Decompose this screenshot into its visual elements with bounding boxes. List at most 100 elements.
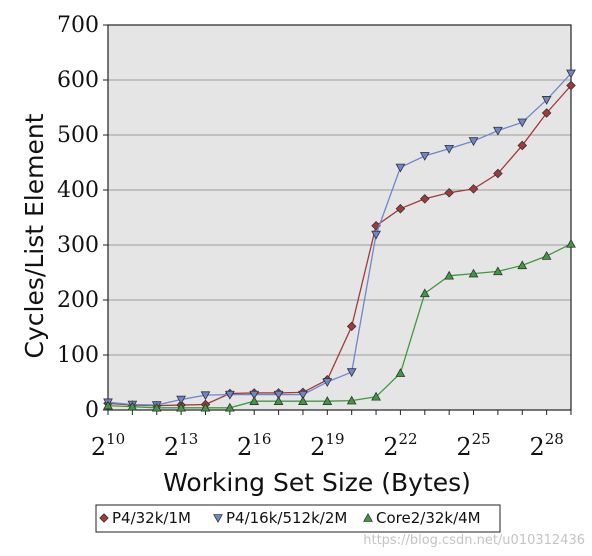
x-tick-label: 210 xyxy=(91,430,125,461)
data-point xyxy=(103,400,113,410)
x-tick-label: 219 xyxy=(310,430,344,461)
y-tick-label: 600 xyxy=(57,68,99,93)
data-point xyxy=(346,321,357,332)
series-group xyxy=(103,69,576,412)
data-point xyxy=(200,402,211,412)
x-tick-label: 216 xyxy=(237,430,271,461)
x-tick-base: 2 xyxy=(91,433,106,461)
plot-frame xyxy=(107,24,572,411)
data-point xyxy=(322,378,333,387)
watermark: https://blog.csdn.net/u010312436 xyxy=(363,533,585,548)
data-point xyxy=(541,250,552,260)
x-tick-base: 2 xyxy=(529,433,544,461)
data-point xyxy=(395,203,406,214)
y-tick-label: 200 xyxy=(57,288,99,313)
x-tick-exponent: 25 xyxy=(472,430,491,448)
data-point xyxy=(419,152,430,161)
legend-item: P4/32k/1M xyxy=(99,509,191,527)
y-axis-ticks: 0 100 200 300 400 500 600 700 xyxy=(57,13,108,423)
x-tick-label: 213 xyxy=(164,430,198,461)
data-point xyxy=(420,194,430,204)
data-point xyxy=(566,238,576,248)
series-line xyxy=(107,72,572,406)
data-point xyxy=(151,402,162,412)
legend-label: Core2/32k/4M xyxy=(376,509,481,527)
legend-marker xyxy=(363,512,373,522)
x-axis-label: Working Set Size (Bytes) xyxy=(163,468,471,497)
legend-item: Core2/32k/4M xyxy=(363,509,481,527)
data-point xyxy=(249,396,260,405)
x-tick-label: 222 xyxy=(383,430,417,461)
y-tick-label: 700 xyxy=(57,13,99,38)
data-point xyxy=(224,402,235,412)
data-point xyxy=(444,144,455,154)
y-tick-label: 100 xyxy=(57,343,99,368)
data-point xyxy=(249,390,260,400)
data-point xyxy=(517,260,528,270)
legend-box xyxy=(95,504,501,533)
x-tick-exponent: 19 xyxy=(325,430,344,448)
legend-label: P4/32k/1M xyxy=(112,509,191,527)
grid-lines xyxy=(108,79,571,356)
y-tick-label: 0 xyxy=(85,398,99,423)
x-tick-label: 228 xyxy=(529,430,563,461)
data-point xyxy=(468,137,479,147)
x-tick-exponent: 22 xyxy=(399,430,418,448)
data-point xyxy=(493,266,503,276)
data-point xyxy=(224,390,235,400)
legend-item: P4/16k/512k/2M xyxy=(213,509,347,527)
y-axis-label: Cycles/List Element xyxy=(20,113,49,358)
series-line xyxy=(107,243,572,409)
x-tick-base: 2 xyxy=(237,433,252,461)
legend-label: P4/16k/512k/2M xyxy=(226,509,347,527)
series-2 xyxy=(103,238,576,412)
data-point xyxy=(493,126,503,136)
data-point xyxy=(346,395,357,405)
data-point xyxy=(371,391,381,401)
data-point xyxy=(517,118,528,128)
data-point xyxy=(468,268,479,278)
data-point xyxy=(444,187,454,198)
data-point xyxy=(298,396,308,405)
legend-marker xyxy=(99,513,109,523)
x-tick-exponent: 16 xyxy=(252,430,271,448)
data-point xyxy=(395,368,406,377)
data-point xyxy=(566,80,576,91)
x-tick-base: 2 xyxy=(383,433,398,461)
x-tick-base: 2 xyxy=(310,433,325,461)
data-point xyxy=(493,168,503,179)
data-point xyxy=(541,108,552,118)
data-point xyxy=(468,184,479,194)
data-point xyxy=(371,230,381,240)
legend-marker xyxy=(213,514,223,524)
data-point xyxy=(273,396,284,405)
y-tick-label: 500 xyxy=(57,123,99,148)
data-point xyxy=(200,391,211,401)
x-tick-base: 2 xyxy=(164,433,179,461)
data-point xyxy=(346,368,357,378)
legend: P4/32k/1M P4/16k/512k/2M Core2/32k/4M xyxy=(95,504,501,533)
x-tick-exponent: 28 xyxy=(545,430,564,448)
data-point xyxy=(176,402,186,412)
series-1 xyxy=(103,69,576,411)
data-point xyxy=(176,395,186,405)
x-axis-ticks: 210 213 216 219 222 225 228 xyxy=(91,410,572,461)
y-tick-label: 300 xyxy=(57,233,99,258)
plot-background xyxy=(108,25,571,410)
x-tick-exponent: 13 xyxy=(179,430,198,448)
data-point xyxy=(517,140,528,151)
x-tick-exponent: 10 xyxy=(106,430,125,448)
data-point xyxy=(322,396,333,405)
data-point xyxy=(541,96,552,105)
data-point xyxy=(127,401,138,411)
data-point xyxy=(273,390,284,400)
x-tick-base: 2 xyxy=(456,433,471,461)
data-point xyxy=(419,288,430,298)
data-point xyxy=(566,69,576,79)
y-tick-label: 400 xyxy=(57,178,99,203)
x-tick-label: 225 xyxy=(456,430,490,461)
data-point xyxy=(298,390,308,400)
data-point xyxy=(395,163,406,173)
data-point xyxy=(444,270,455,280)
